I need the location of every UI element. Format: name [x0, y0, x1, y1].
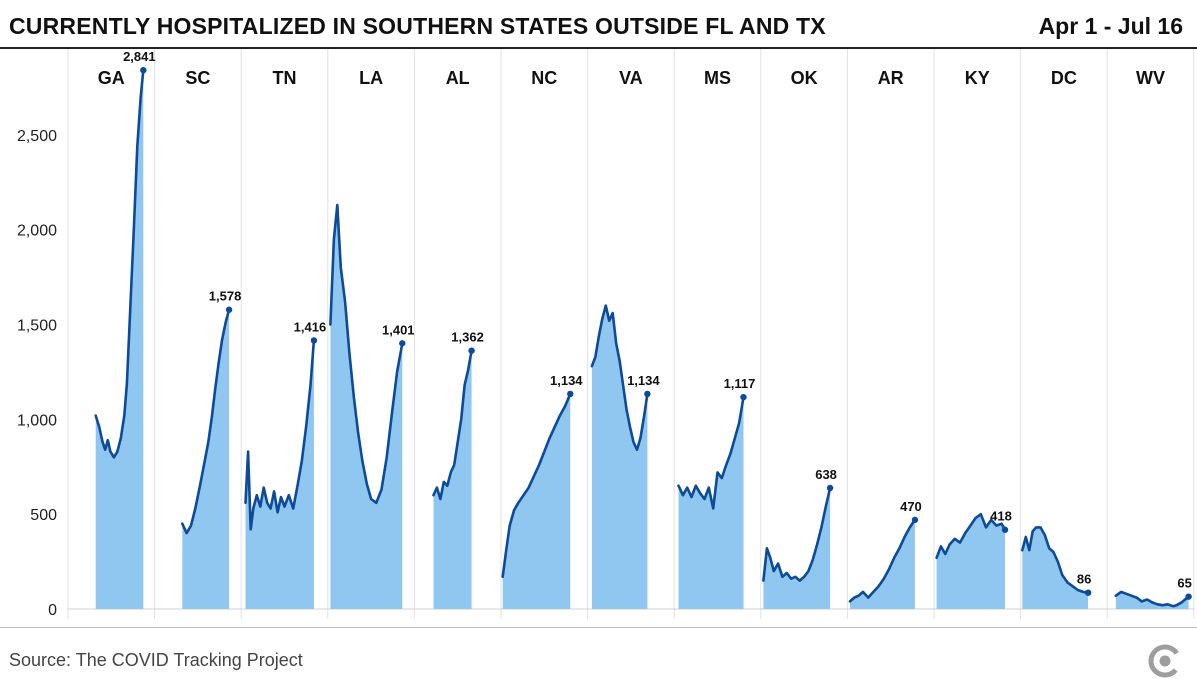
area-la: [330, 205, 403, 609]
data-label-dc: 86: [1077, 572, 1091, 587]
state-label-ok: OK: [791, 68, 818, 88]
data-label-ok: 638: [815, 467, 837, 482]
endpoint-va: [644, 390, 651, 398]
line-tn: [244, 339, 316, 531]
chart-title: CURRENTLY HOSPITALIZED IN SOUTHERN STATE…: [9, 13, 826, 39]
area-ga: [95, 70, 144, 609]
state-label-dc: DC: [1051, 68, 1077, 88]
data-label-wv: 65: [1177, 576, 1191, 591]
line-ky: [935, 512, 1007, 560]
area-tn: [245, 340, 314, 609]
line-al: [432, 349, 473, 501]
endpoint-ga: [140, 66, 147, 74]
line-ga: [94, 68, 145, 459]
line-va: [590, 304, 649, 451]
state-label-ky: KY: [965, 68, 990, 88]
state-label-la: LA: [359, 68, 383, 88]
y-tick-label: 1,000: [17, 412, 57, 429]
state-label-wv: WV: [1136, 68, 1165, 88]
endpoint-ms: [740, 393, 747, 401]
data-label-sc: 1,578: [209, 289, 242, 304]
y-tick-label: 0: [48, 602, 57, 619]
date-range: Apr 1 - Jul 16: [1038, 13, 1183, 39]
data-label-la: 1,401: [382, 322, 415, 337]
endpoint-ok: [826, 484, 834, 492]
line-la: [329, 203, 404, 505]
data-label-va: 1,134: [627, 373, 660, 388]
data-label-ga: 2,841: [123, 49, 156, 64]
line-dc: [1021, 526, 1090, 594]
footer-rule: [0, 627, 1197, 628]
line-sc: [181, 308, 231, 535]
y-tick-label: 2,000: [17, 223, 57, 240]
line-nc: [501, 392, 572, 579]
data-label-ky: 418: [990, 509, 1012, 524]
state-label-tn: TN: [273, 68, 297, 88]
line-ar: [848, 518, 917, 603]
data-label-nc: 1,134: [550, 373, 583, 388]
state-label-sc: SC: [185, 68, 210, 88]
endpoint-nc: [567, 390, 574, 398]
state-label-ar: AR: [878, 68, 904, 88]
area-ky: [936, 514, 1005, 609]
y-tick-label: 1,500: [17, 318, 57, 335]
endpoint-tn: [310, 337, 318, 344]
line-ms: [677, 395, 745, 510]
endpoint-la: [399, 340, 406, 347]
line-wv: [1114, 590, 1190, 608]
state-label-nc: NC: [531, 68, 557, 88]
state-label-al: AL: [446, 68, 470, 88]
y-tick-label: 2,500: [17, 128, 57, 145]
endpoint-dc: [1084, 589, 1092, 596]
source-note: Source: The COVID Tracking Project: [9, 650, 303, 670]
data-label-ar: 470: [900, 499, 922, 514]
endpoint-wv: [1185, 593, 1192, 600]
area-nc: [502, 393, 571, 609]
endpoint-al: [468, 347, 475, 354]
area-wv: [1115, 591, 1189, 609]
area-al: [433, 350, 472, 609]
state-label-va: VA: [619, 68, 643, 88]
hospitalization-chart: 0 500 1,000 1,500 2,000 2,500 GA 2,841 SC 1,578 TN…: [17, 49, 1195, 619]
area-dc: [1022, 527, 1089, 609]
data-label-ms: 1,117: [724, 376, 756, 391]
data-label-al: 1,362: [451, 330, 484, 345]
covid-tracking-project-logo: [1148, 644, 1182, 678]
endpoint-ar: [911, 516, 919, 524]
state-label-ga: GA: [98, 68, 125, 88]
endpoint-ky: [1001, 526, 1009, 533]
state-label-ms: MS: [704, 68, 731, 88]
area-va: [591, 305, 648, 609]
title-rule: [0, 47, 1197, 49]
y-tick-label: 500: [30, 507, 57, 524]
line-ok: [762, 486, 832, 582]
area-ar: [850, 519, 915, 609]
area-ok: [763, 488, 831, 609]
endpoint-sc: [225, 306, 233, 313]
data-label-tn: 1,416: [294, 319, 327, 334]
